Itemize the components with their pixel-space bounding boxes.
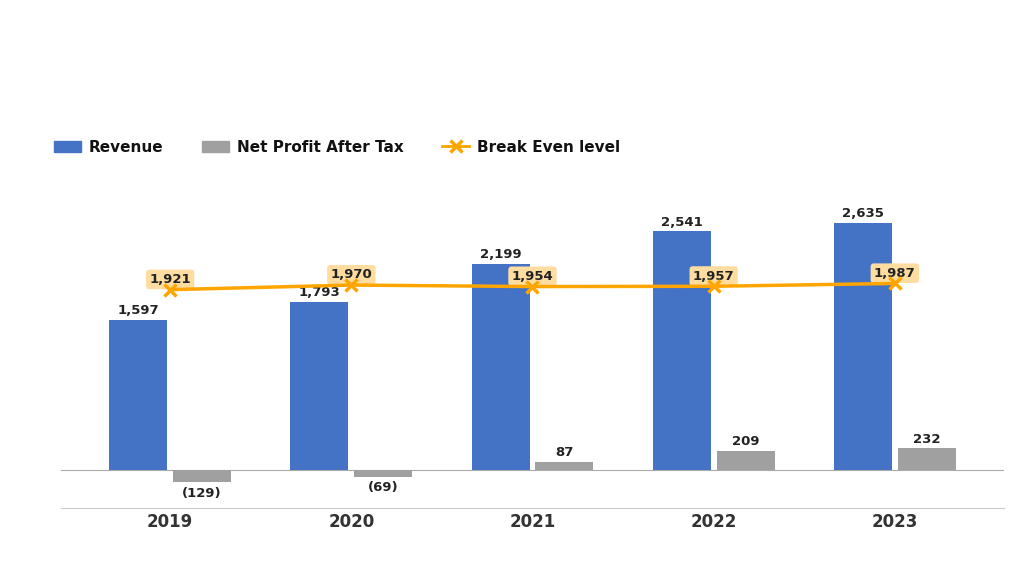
Bar [110,320,167,470]
Bar [536,462,593,470]
Text: 1,957: 1,957 [693,269,734,283]
Text: 1,954: 1,954 [512,270,553,283]
Bar [291,302,348,470]
Bar [173,470,231,482]
Bar [652,231,711,470]
Text: 2,635: 2,635 [842,207,884,220]
Bar [717,451,774,470]
Bar [834,223,892,470]
Text: 2,199: 2,199 [480,248,521,261]
Text: 1,921: 1,921 [150,273,190,286]
Text: Break Even Chart ($'000): Break Even Chart ($'000) [345,76,679,100]
Text: (69): (69) [368,481,398,494]
Text: 87: 87 [555,446,573,459]
Text: 1,793: 1,793 [299,286,340,299]
Bar [898,448,955,470]
Legend: Revenue, Net Profit After Tax, Break Even level: Revenue, Net Profit After Tax, Break Eve… [48,133,627,161]
Text: 1,970: 1,970 [331,268,372,282]
Text: (129): (129) [182,486,222,500]
Text: 232: 232 [913,433,940,445]
Bar [354,470,413,477]
Text: 1,987: 1,987 [873,267,915,280]
Text: 209: 209 [732,434,759,448]
Text: 1,597: 1,597 [118,304,159,317]
Bar [472,264,529,470]
Text: 2,541: 2,541 [660,216,702,228]
